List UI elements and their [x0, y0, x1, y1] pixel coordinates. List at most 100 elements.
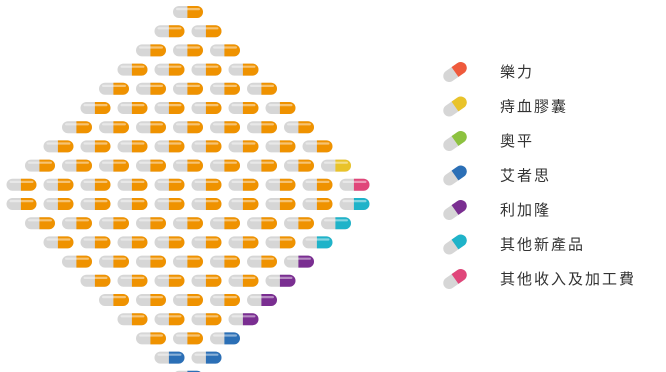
capsule-fill [131, 140, 148, 153]
capsule-shine [139, 257, 163, 260]
capsule-fill [187, 332, 204, 345]
capsule-fill [168, 178, 185, 191]
capsule-lelli [136, 82, 166, 95]
capsule-lelli [43, 236, 74, 249]
capsule-lelli [191, 102, 222, 114]
legend-item-lelli: 樂力 [443, 61, 532, 83]
capsule-shine [157, 27, 182, 30]
capsule-fill [316, 140, 333, 153]
capsule-shine [102, 219, 126, 222]
capsule-shine [120, 238, 145, 241]
capsule-lelli [117, 102, 148, 114]
legend-capsule-fill [451, 199, 467, 215]
capsule-lelli [228, 140, 259, 153]
capsule-fill [76, 217, 92, 230]
capsule-shine [157, 200, 182, 203]
capsule-lelli [265, 140, 296, 153]
capsule-lelli [136, 159, 166, 172]
capsule-shine [65, 257, 89, 260]
capsule-fill [187, 294, 203, 306]
capsule-fill [224, 217, 240, 230]
legend-item-aizhesi: 艾者思 [443, 165, 549, 186]
capsule-fill [242, 236, 259, 249]
capsule-fill [113, 159, 129, 172]
capsule-fill [279, 102, 296, 114]
capsule-lelli [99, 82, 129, 95]
capsule-fill [261, 255, 277, 268]
capsule-shine [102, 257, 126, 260]
capsule-lelli [228, 63, 259, 76]
capsule-series-4 [247, 294, 277, 306]
legend-item-aoping: 奧平 [443, 130, 532, 152]
capsule-fill [131, 178, 148, 191]
capsule-shine [213, 219, 237, 222]
legend-capsule-fill [451, 268, 467, 284]
capsule-shine [305, 180, 330, 183]
capsule-shine [194, 276, 219, 279]
capsule-lelli [173, 217, 204, 230]
capsule-fill [242, 274, 259, 287]
legend-item-hemorrhoid-capsule: 痔血膠囊 [443, 96, 566, 117]
capsule-shine [213, 46, 237, 49]
capsule-shine [250, 123, 274, 126]
capsule-shine [231, 200, 256, 203]
capsule-shine [194, 104, 219, 107]
capsule-shine [120, 104, 145, 107]
capsule-lelli [284, 217, 314, 230]
capsule-series-6 [339, 178, 370, 191]
capsule-lelli [80, 236, 111, 249]
capsule-series-5 [339, 198, 370, 210]
capsule-diamond [6, 6, 370, 372]
capsule-series-4 [265, 274, 296, 287]
capsule-fill [279, 274, 296, 287]
capsule-shine [250, 161, 274, 164]
capsule-fill [205, 274, 222, 287]
capsule-fill [150, 255, 166, 268]
capsule-lelli [117, 274, 148, 287]
capsule-lelli [173, 44, 204, 57]
capsule-fill [224, 294, 240, 306]
capsule-lelli [117, 236, 148, 249]
capsule-fill [76, 121, 92, 134]
capsule-lelli [117, 140, 148, 153]
capsule-lelli [173, 159, 204, 172]
capsule-lelli [154, 274, 185, 287]
capsule-shine [139, 219, 163, 222]
capsule-shine [176, 161, 200, 164]
capsule-shine [287, 123, 311, 126]
capsule-shine [83, 142, 108, 145]
capsule-lelli [43, 198, 74, 210]
capsule-fill [57, 140, 74, 153]
capsule-fill [205, 25, 222, 38]
capsule-lelli [25, 217, 55, 230]
capsule-shine [324, 161, 348, 164]
capsule-shine [268, 104, 293, 107]
capsule-fill [205, 351, 222, 364]
capsule-fill [205, 178, 222, 191]
capsule-lelli [154, 178, 185, 191]
capsule-shine [342, 200, 367, 203]
capsule-shine [176, 8, 200, 11]
capsule-lelli [247, 82, 277, 95]
legend-capsule-icon [443, 96, 467, 117]
capsule-fill [187, 6, 203, 18]
capsule-fill [57, 198, 74, 210]
capsule-shine [46, 238, 71, 241]
capsule-fill [205, 63, 222, 76]
capsule-fill [261, 294, 277, 306]
capsule-shine [176, 123, 200, 126]
capsule-shine [102, 296, 126, 299]
capsule-shine [176, 84, 200, 87]
capsule-fill [113, 294, 129, 306]
capsule-fill [113, 121, 129, 134]
capsule-shine [139, 296, 163, 299]
capsule-shine [305, 142, 330, 145]
capsule-lelli [173, 332, 204, 345]
legend-item-lijialong: 利加隆 [443, 199, 549, 221]
capsule-shine [194, 315, 219, 318]
capsule-shine [250, 84, 274, 87]
capsule-shine [250, 219, 274, 222]
capsule-fill [242, 140, 259, 153]
capsule-shine [342, 180, 367, 183]
